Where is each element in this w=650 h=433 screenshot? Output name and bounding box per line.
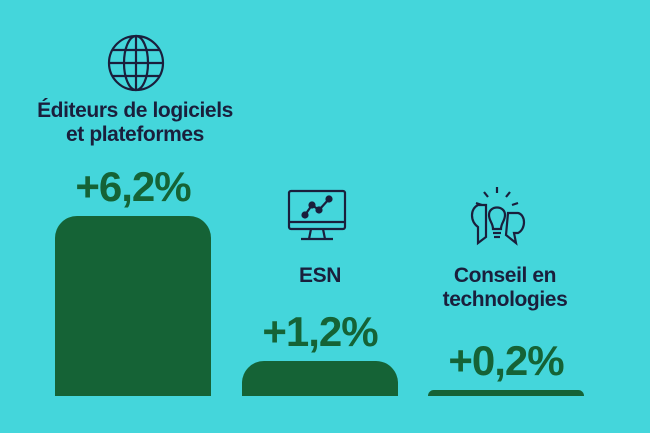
bar-1 xyxy=(242,361,398,396)
bar-0 xyxy=(55,216,211,396)
lightbulb-chat-icon xyxy=(464,185,530,251)
category-label-2: Conseil en technologies xyxy=(415,264,595,312)
value-label-1: +1,2% xyxy=(262,308,378,356)
category-label-0-line-2: et plateformes xyxy=(66,123,204,147)
bar-2 xyxy=(428,390,584,396)
monitor-chart-icon xyxy=(287,189,347,247)
globe-icon xyxy=(106,33,166,93)
category-label-0: Éditeurs de logiciels et plateformes xyxy=(15,99,255,147)
category-label-1-line-1: ESN xyxy=(299,264,341,287)
value-label-2: +0,2% xyxy=(448,337,564,385)
category-label-2-line-1: Conseil en xyxy=(453,264,557,287)
category-label-2-line-2: technologies xyxy=(442,288,568,312)
category-label-0-line-1: Éditeurs de logiciels xyxy=(37,99,233,122)
value-label-0: +6,2% xyxy=(75,163,191,210)
category-label-1: ESN xyxy=(240,264,400,288)
